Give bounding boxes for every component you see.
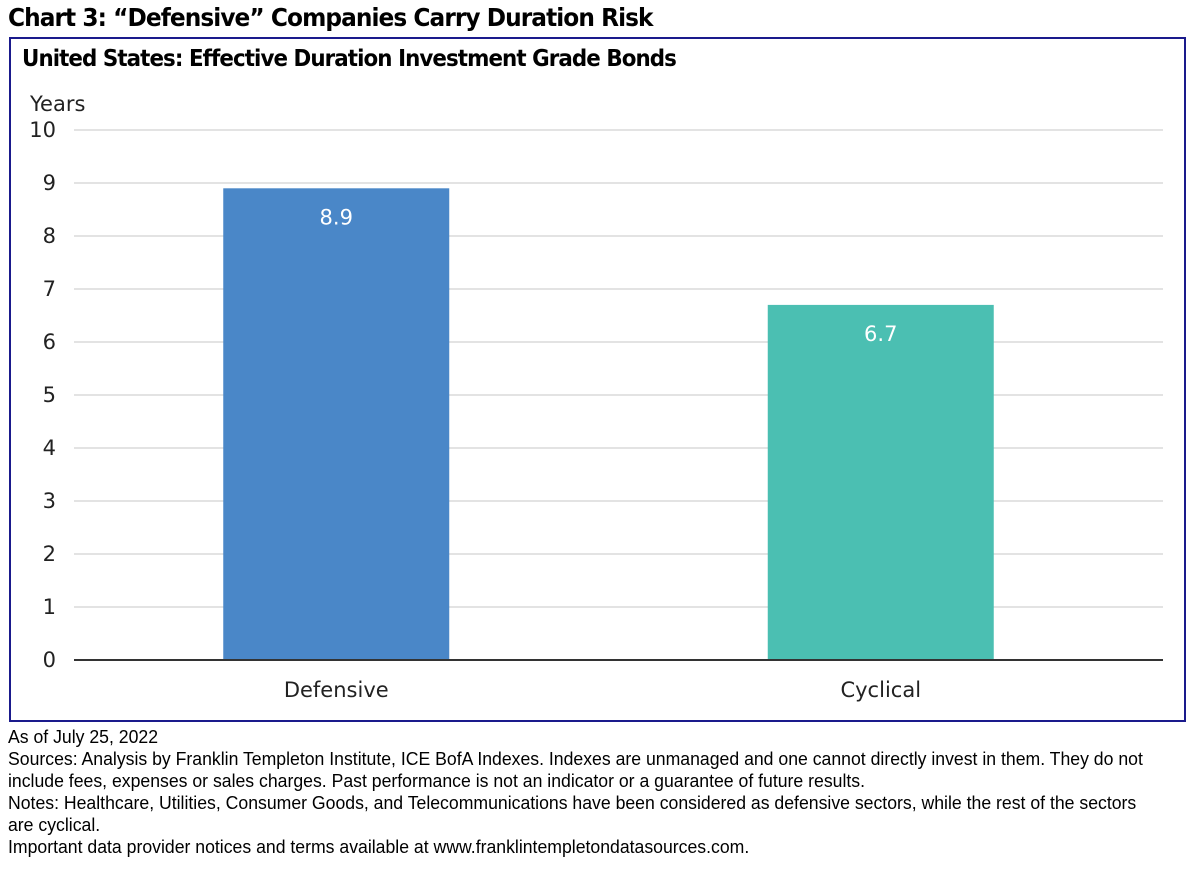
bar-defensive bbox=[223, 188, 450, 661]
chart-title: United States: Effective Duration Invest… bbox=[22, 46, 677, 72]
y-tick-label: 2 bbox=[43, 542, 56, 566]
as-of-date: As of July 25, 2022 bbox=[8, 727, 159, 747]
y-axis-label: Years bbox=[29, 92, 85, 116]
bar-cyclical bbox=[767, 304, 994, 660]
y-tick-label: 5 bbox=[43, 383, 56, 407]
data-label: 8.9 bbox=[320, 205, 353, 229]
y-tick-label: 3 bbox=[43, 489, 56, 513]
y-tick-label: 8 bbox=[43, 224, 56, 248]
y-tick-label: 9 bbox=[43, 171, 56, 195]
footnotes: As of July 25, 2022 Sources: Analysis by… bbox=[8, 726, 1164, 858]
y-tick-label: 10 bbox=[29, 118, 56, 142]
provider-note: Important data provider notices and term… bbox=[8, 837, 750, 857]
y-tick-label: 1 bbox=[43, 595, 56, 619]
main-title: Chart 3: “Defensive” Companies Carry Dur… bbox=[8, 3, 654, 32]
x-tick-label: Defensive bbox=[284, 678, 389, 702]
sector-notes: Notes: Healthcare, Utilities, Consumer G… bbox=[8, 793, 1142, 835]
y-tick-label: 7 bbox=[43, 277, 56, 301]
sources-note: Sources: Analysis by Franklin Templeton … bbox=[8, 749, 1148, 791]
x-tick-label: Cyclical bbox=[840, 678, 921, 702]
y-tick-label: 4 bbox=[43, 436, 56, 460]
y-tick-label: 6 bbox=[43, 330, 56, 354]
y-tick-label: 0 bbox=[43, 648, 56, 672]
chart-frame bbox=[9, 37, 1186, 722]
data-label: 6.7 bbox=[864, 322, 897, 346]
